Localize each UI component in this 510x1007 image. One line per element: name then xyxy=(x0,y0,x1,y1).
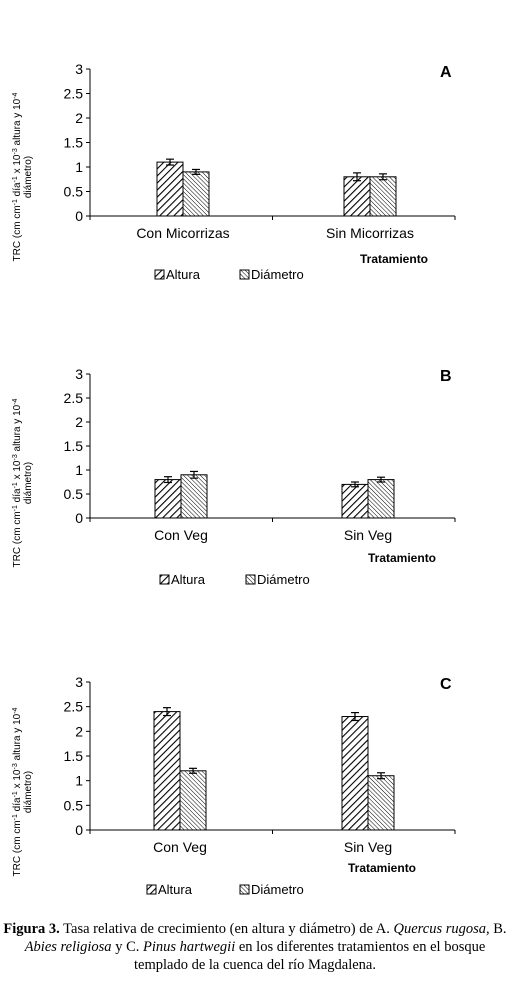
panel-b-y-tick-label: 2 xyxy=(75,414,83,430)
panel-b-legend-label-diametro: Diámetro xyxy=(257,572,310,587)
chart-panel-b: 0 0.5 1 1.5 2 2.5 3 Con Veg Sin Veg B Tratamiento T… xyxy=(12,366,456,587)
panel-b-bar-altura-2 xyxy=(341,483,369,519)
panel-c-legend-swatch-diametro xyxy=(239,884,250,895)
panel-b-y-tick-label: 0 xyxy=(75,510,83,526)
panel-b-legend-swatch-altura xyxy=(159,574,170,585)
panel-b-category-label: Sin Veg xyxy=(344,527,392,543)
panel-b-bar-diametro-2 xyxy=(367,479,395,519)
panel-a-legend-swatch-altura xyxy=(154,269,165,280)
caption-text-2: , B. xyxy=(486,921,507,937)
caption-label: Figura 3. xyxy=(3,921,60,937)
panel-b-y-axis-label-line2: diámetro) xyxy=(23,462,34,504)
panel-c-category-label: Con Veg xyxy=(153,839,207,855)
panel-c-y-tick-label: 2 xyxy=(75,723,83,739)
panel-b-y-axis-label: TRC (cm cm-1 día-1 x 10-3 altura y 10-4d… xyxy=(12,398,35,567)
panel-a-legend-label-diametro: Diámetro xyxy=(251,267,304,282)
panel-a-letter: A xyxy=(440,64,452,81)
panel-b-legend-swatch-diametro xyxy=(245,574,256,585)
figure-caption: Figura 3. Tasa relativa de crecimiento (… xyxy=(0,920,510,974)
panel-a-category-label: Con Micorrizas xyxy=(136,225,229,241)
caption-species-1: Quercus rugosa xyxy=(393,921,487,937)
panel-a-y-tick-label: 1.5 xyxy=(64,135,84,151)
panel-a-x-axis-label: Tratamiento xyxy=(360,252,428,266)
panel-a-y-tick-label: 2 xyxy=(75,110,83,126)
panel-b-letter: B xyxy=(440,368,452,385)
panel-b-bar-diametro-1 xyxy=(180,474,208,519)
caption-text-4: en los diferentes tratamientos en el bos… xyxy=(134,939,486,973)
panel-c-bar-altura-2 xyxy=(341,716,369,831)
caption-species-3: Pinus hartwegii xyxy=(142,939,236,955)
panel-c-legend-label-diametro: Diámetro xyxy=(251,882,304,897)
panel-a-y-tick-label: 0 xyxy=(75,208,83,224)
panel-c-bar-altura-1 xyxy=(153,711,181,831)
panel-c-y-tick-label: 0.5 xyxy=(64,797,84,813)
panel-a-legend-swatch-diametro xyxy=(239,269,250,280)
panel-c-legend-swatch-altura xyxy=(146,884,157,895)
panel-b-y-tick-label: 0.5 xyxy=(64,486,84,502)
panel-b-legend-label-altura: Altura xyxy=(171,572,206,587)
panel-b-y-tick-label: 3 xyxy=(75,366,83,382)
panel-c-y-tick-label: 1 xyxy=(75,773,83,789)
panel-a-y-axis-label-line1: TRC (cm cm-1 día-1 x 10-3 altura y 10-4 xyxy=(12,92,24,261)
panel-c-y-tick-label: 1.5 xyxy=(64,748,84,764)
panel-c-category-label: Sin Veg xyxy=(344,839,392,855)
panel-c-bar-diametro-1 xyxy=(179,770,207,831)
panel-c-bar-diametro-2 xyxy=(367,775,395,831)
panel-a-y-axis-label-line2: diámetro) xyxy=(23,156,34,198)
panel-c-legend-label-altura: Altura xyxy=(158,882,193,897)
panel-a-y-tick-label: 0.5 xyxy=(64,184,84,200)
chart-panel-a: 0 0.5 1 1.5 2 2.5 3 Con Micorrizas Sin Micorriza… xyxy=(12,61,456,282)
panel-c-letter: C xyxy=(440,676,452,693)
panel-a-y-tick-label: 3 xyxy=(75,61,83,77)
panel-b-x-axis-label: Tratamiento xyxy=(368,551,436,565)
panel-a-bar-diametro-2 xyxy=(369,176,397,217)
panel-a-category-label: Sin Micorrizas xyxy=(326,225,414,241)
panel-c-x-axis-label: Tratamiento xyxy=(348,861,416,875)
panel-a-bar-altura-2 xyxy=(343,176,371,217)
panel-a-bar-altura-1 xyxy=(156,161,184,217)
chart-panel-c: 0 0.5 1 1.5 2 2.5 3 Con Veg Sin Veg C Tratamiento T… xyxy=(12,674,456,897)
panel-b-y-axis-label-line1: TRC (cm cm-1 día-1 x 10-3 altura y 10-4 xyxy=(12,398,24,567)
panel-b-y-tick-label: 2.5 xyxy=(64,390,84,406)
panel-c-y-axis-label-line2: diámetro) xyxy=(23,771,34,813)
panel-a-bar-diametro-1 xyxy=(182,171,210,217)
panel-a-y-tick-label: 2.5 xyxy=(64,86,84,102)
panel-c-y-tick-label: 3 xyxy=(75,674,83,690)
panel-b-bar-altura-1 xyxy=(154,479,182,519)
panel-b-y-tick-label: 1.5 xyxy=(64,438,84,454)
caption-species-2: Abies religiosa xyxy=(24,939,112,955)
panel-b-category-label: Con Veg xyxy=(154,527,208,543)
panel-a-y-axis-label: TRC (cm cm-1 día-1 x 10-3 altura y 10-4d… xyxy=(12,92,35,261)
panel-c-y-axis-label-line1: TRC (cm cm-1 día-1 x 10-3 altura y 10-4 xyxy=(12,707,24,876)
panel-c-y-tick-label: 0 xyxy=(75,822,83,838)
panel-c-y-tick-label: 2.5 xyxy=(64,699,84,715)
panel-a-legend-label-altura: Altura xyxy=(166,267,201,282)
panel-c-y-axis-label: TRC (cm cm-1 día-1 x 10-3 altura y 10-4d… xyxy=(12,707,35,876)
caption-text-3: y C. xyxy=(111,939,143,955)
panel-b-y-tick-label: 1 xyxy=(75,462,83,478)
panel-a-y-tick-label: 1 xyxy=(75,159,83,175)
caption-text-1: Tasa relativa de crecimiento (en altura … xyxy=(59,921,394,937)
